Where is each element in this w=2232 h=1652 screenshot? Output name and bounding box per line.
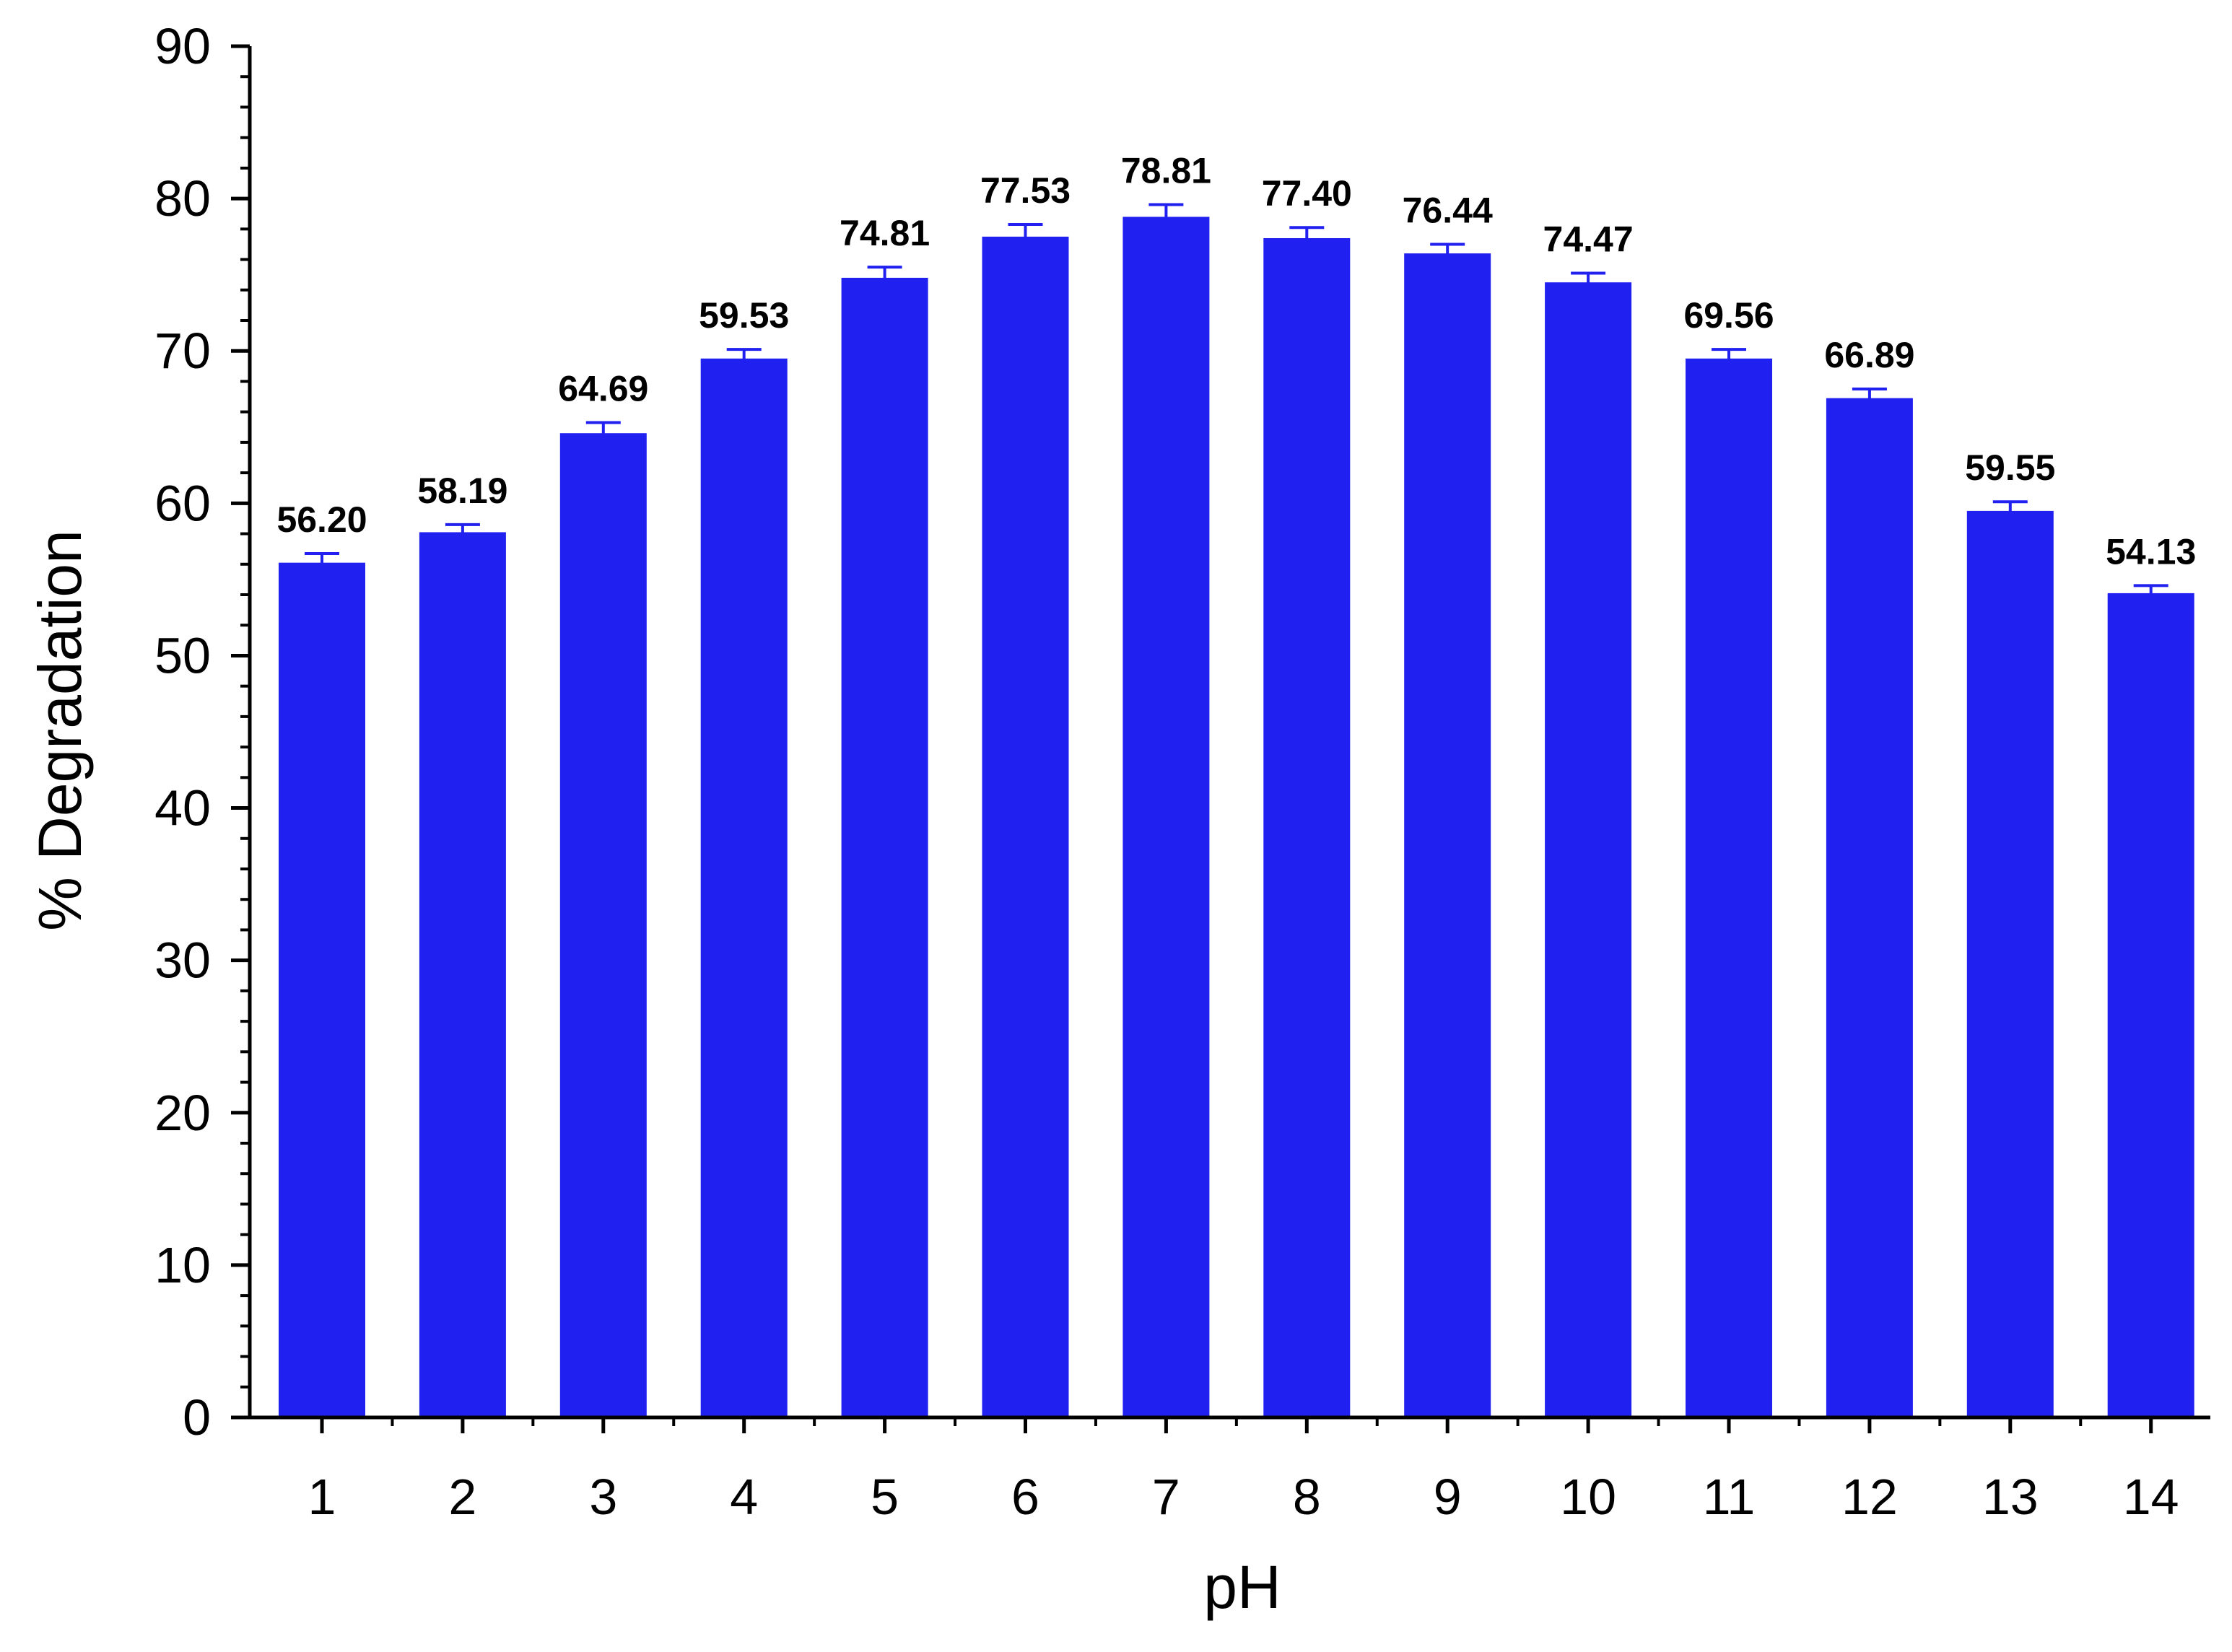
labels-layer: 56.20 1 58.19 2 64.69 3 59.53 4 74.81 5 77.53 6 78.8… — [154, 18, 2196, 1525]
bar-ph-4 — [700, 358, 788, 1417]
error-bar-ph-6 — [1008, 223, 1043, 250]
y-tick-label-40: 40 — [154, 780, 211, 836]
error-bar-ph-1 — [305, 552, 339, 574]
data-label-ph-6: 77.53 — [980, 170, 1071, 211]
error-bar-ph-5 — [867, 266, 902, 290]
data-label-ph-3: 64.69 — [558, 368, 648, 408]
bars-layer — [279, 203, 2194, 1418]
x-tick-label-7: 7 — [1152, 1469, 1180, 1525]
data-label-ph-9: 76.44 — [1403, 190, 1493, 230]
error-bar-ph-12 — [1852, 388, 1887, 409]
data-label-ph-4: 59.53 — [699, 295, 789, 336]
x-tick-label-6: 6 — [1011, 1469, 1039, 1525]
x-tick-label-5: 5 — [871, 1469, 899, 1525]
y-tick-label-80: 80 — [154, 170, 211, 227]
data-label-ph-8: 77.40 — [1262, 173, 1352, 214]
x-tick-label-2: 2 — [448, 1469, 476, 1525]
x-tick-label-3: 3 — [589, 1469, 617, 1525]
bar-ph-14 — [2107, 593, 2194, 1417]
data-label-ph-2: 58.19 — [417, 471, 507, 511]
x-tick-label-13: 13 — [1982, 1469, 2039, 1525]
x-axis-title: pH — [1203, 1553, 1281, 1621]
x-tick-label-9: 9 — [1434, 1469, 1462, 1525]
error-bar-ph-3 — [585, 421, 621, 445]
data-label-ph-5: 74.81 — [840, 213, 930, 253]
bar-ph-12 — [1826, 398, 1913, 1417]
error-bar-ph-7 — [1148, 203, 1184, 231]
bar-ph-13 — [1966, 510, 2054, 1417]
error-bar-ph-4 — [726, 348, 762, 370]
x-tick-label-4: 4 — [730, 1469, 758, 1525]
y-tick-label-50: 50 — [154, 627, 211, 683]
y-tick-label-0: 0 — [183, 1389, 211, 1446]
error-bar-ph-10 — [1571, 271, 1606, 293]
x-tick-label-10: 10 — [1560, 1469, 1616, 1525]
data-label-ph-10: 74.47 — [1543, 219, 1634, 260]
data-label-ph-14: 54.13 — [2106, 531, 2196, 572]
data-label-ph-1: 56.20 — [276, 499, 367, 540]
data-label-ph-11: 69.56 — [1683, 295, 1774, 336]
bar-ph-11 — [1686, 358, 1772, 1417]
y-axis-title: % Degradation — [26, 530, 94, 931]
y-tick-label-60: 60 — [154, 475, 211, 531]
error-bar-ph-8 — [1289, 226, 1325, 250]
error-bar-ph-11 — [1712, 348, 1746, 370]
error-bar-ph-9 — [1430, 242, 1465, 264]
data-label-ph-13: 59.55 — [1965, 447, 2055, 488]
bar-ph-5 — [841, 277, 928, 1417]
bar-ph-9 — [1404, 253, 1491, 1418]
y-tick-label-10: 10 — [154, 1237, 211, 1293]
x-tick-label-14: 14 — [2123, 1469, 2179, 1525]
y-tick-label-70: 70 — [154, 323, 211, 379]
bar-ph-2 — [419, 532, 506, 1417]
x-tick-label-12: 12 — [1841, 1469, 1898, 1525]
x-tick-label-8: 8 — [1293, 1469, 1321, 1525]
x-tick-label-11: 11 — [1703, 1469, 1756, 1525]
data-label-ph-7: 78.81 — [1121, 151, 1211, 191]
y-tick-label-20: 20 — [154, 1085, 211, 1141]
bar-ph-6 — [982, 236, 1069, 1417]
bar-ph-8 — [1263, 238, 1351, 1417]
bar-ph-3 — [559, 433, 647, 1418]
y-tick-label-90: 90 — [154, 18, 211, 74]
error-bar-ph-14 — [2133, 584, 2168, 603]
bar-ph-7 — [1122, 217, 1210, 1417]
bar-ph-10 — [1545, 282, 1632, 1418]
data-label-ph-12: 66.89 — [1824, 335, 1914, 375]
error-bar-ph-13 — [1992, 500, 2028, 522]
bar-ph-1 — [279, 562, 365, 1417]
axes-layer — [231, 44, 2210, 1433]
error-bar-ph-2 — [445, 523, 480, 541]
x-tick-label-1: 1 — [308, 1469, 336, 1525]
y-tick-label-30: 30 — [154, 932, 211, 989]
